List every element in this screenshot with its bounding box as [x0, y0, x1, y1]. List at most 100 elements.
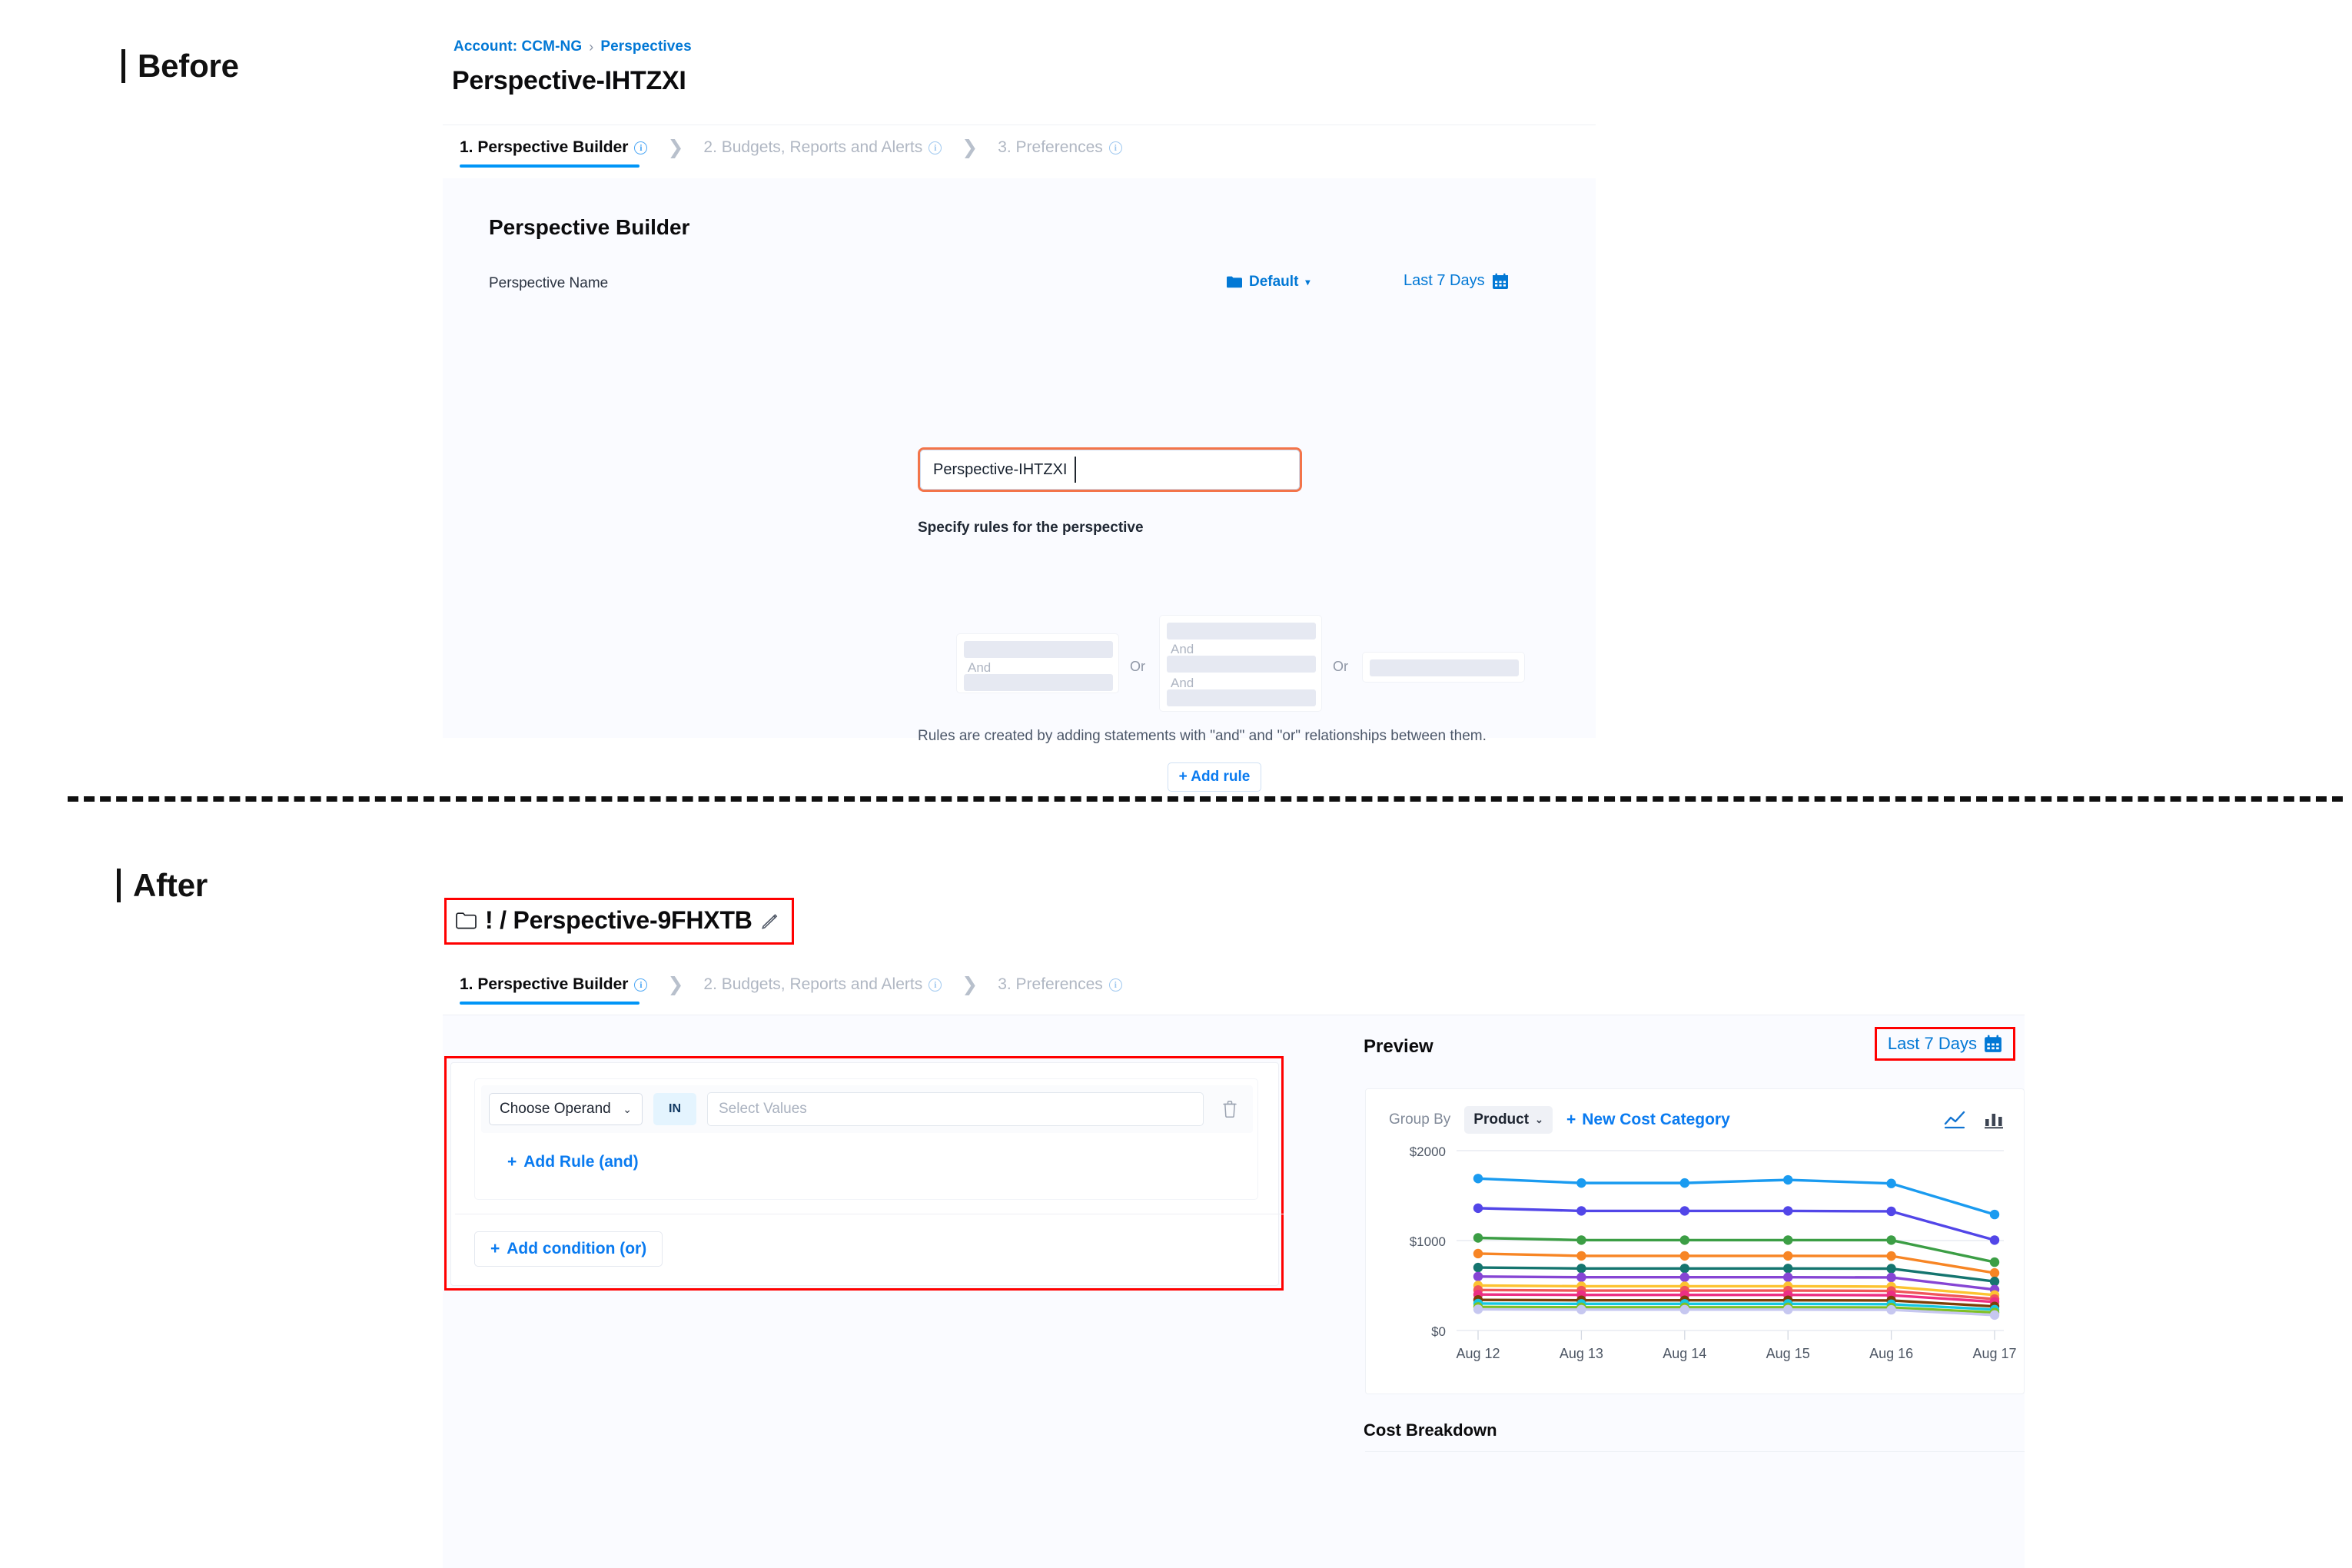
- chart-data-point[interactable]: [1679, 1264, 1689, 1274]
- chart-data-point[interactable]: [1886, 1235, 1896, 1245]
- chart-data-point[interactable]: [1886, 1304, 1896, 1315]
- chart-data-point[interactable]: [1473, 1271, 1483, 1281]
- chart-data-point[interactable]: [1783, 1235, 1793, 1245]
- add-rule-and-button[interactable]: + Add Rule (and): [507, 1153, 639, 1171]
- info-icon[interactable]: i: [1108, 978, 1122, 992]
- tab-preferences[interactable]: 3. Preferences i: [998, 975, 1122, 1005]
- breadcrumb-perspectives[interactable]: Perspectives: [600, 38, 692, 55]
- breadcrumb-account[interactable]: Account: CCM-NG: [453, 38, 583, 55]
- chart-data-point[interactable]: [1783, 1251, 1793, 1261]
- chart-data-point[interactable]: [1576, 1251, 1586, 1261]
- chart-data-point[interactable]: [1989, 1209, 2000, 1220]
- y-axis-tick-label: $1000: [1410, 1234, 1446, 1249]
- info-icon[interactable]: i: [929, 141, 942, 154]
- pencil-icon[interactable]: [761, 912, 778, 929]
- chart-data-point[interactable]: [1989, 1310, 2000, 1321]
- operand-select[interactable]: Choose Operand ⌄: [489, 1093, 643, 1125]
- specify-rules-label: Specify rules for the perspective: [918, 520, 1144, 536]
- chart-data-point[interactable]: [1989, 1257, 2000, 1267]
- chart-series-line: [1477, 1302, 1996, 1311]
- chart-data-point[interactable]: [1576, 1272, 1586, 1282]
- folder-icon: [456, 912, 477, 929]
- folder-default-label: Default: [1249, 274, 1299, 290]
- chart-data-point[interactable]: [1886, 1272, 1896, 1283]
- x-axis-tick-label: Aug 16: [1869, 1346, 1913, 1361]
- chart-data-point[interactable]: [1783, 1206, 1793, 1216]
- date-range-label: Last 7 Days: [1404, 272, 1485, 289]
- chart-data-point[interactable]: [1473, 1304, 1483, 1314]
- chart-data-point[interactable]: [1886, 1251, 1896, 1261]
- date-range-selector[interactable]: Last 7 Days: [1404, 272, 1509, 290]
- chart-data-point[interactable]: [1576, 1304, 1586, 1315]
- new-cost-category-label: New Cost Category: [1582, 1111, 1730, 1128]
- y-axis-tick-label: $2000: [1410, 1144, 1446, 1159]
- chart-data-point[interactable]: [1679, 1304, 1689, 1315]
- group-by-label: Group By: [1389, 1111, 1451, 1128]
- tab-label: 3. Preferences: [998, 975, 1103, 993]
- info-icon[interactable]: i: [1108, 141, 1122, 154]
- chart-data-point[interactable]: [1679, 1251, 1689, 1261]
- chart-data-point[interactable]: [1679, 1206, 1689, 1216]
- chart-data-point[interactable]: [1886, 1264, 1896, 1274]
- tab-budgets-reports-alerts[interactable]: 2. Budgets, Reports and Alerts i: [703, 975, 942, 1005]
- date-range-highlight[interactable]: Last 7 Days: [1874, 1027, 2015, 1061]
- chart-data-point[interactable]: [1886, 1206, 1896, 1217]
- chart-series-line: [1477, 1298, 1996, 1308]
- select-values-input[interactable]: [707, 1092, 1204, 1126]
- plus-icon: +: [507, 1153, 517, 1171]
- chart-data-point[interactable]: [1679, 1178, 1689, 1188]
- bar-chart-icon[interactable]: [1984, 1111, 2004, 1129]
- group-by-select[interactable]: Product ⌄: [1464, 1106, 1553, 1134]
- tab-label: 3. Preferences: [998, 138, 1103, 156]
- chart-data-point[interactable]: [1576, 1235, 1586, 1245]
- chart-series-line: [1477, 1236, 1996, 1264]
- tab-active-underline: [460, 1002, 640, 1005]
- chart-data-point[interactable]: [1783, 1264, 1793, 1274]
- info-icon[interactable]: i: [634, 141, 648, 154]
- tab-preferences[interactable]: 3. Preferences i: [998, 138, 1122, 168]
- x-axis-tick-label: Aug 14: [1663, 1346, 1706, 1361]
- info-icon[interactable]: i: [634, 978, 648, 992]
- operator-in-badge[interactable]: IN: [653, 1093, 696, 1125]
- chart-data-point[interactable]: [1679, 1272, 1689, 1282]
- add-condition-or-button[interactable]: + Add condition (or): [474, 1231, 663, 1267]
- chart-data-point[interactable]: [1989, 1277, 2000, 1287]
- chart-series-line: [1477, 1252, 1996, 1274]
- new-cost-category-button[interactable]: + New Cost Category: [1566, 1111, 1730, 1129]
- preview-chart-card: Group By Product ⌄ + New Cost Category: [1365, 1088, 2025, 1394]
- chart-data-point[interactable]: [1679, 1235, 1689, 1245]
- perspective-name-input[interactable]: [920, 450, 1300, 490]
- chart-data-point[interactable]: [1473, 1262, 1483, 1273]
- chart-data-point[interactable]: [1989, 1267, 2000, 1278]
- x-axis-tick-label: Aug 15: [1766, 1346, 1810, 1361]
- chart-data-point[interactable]: [1473, 1233, 1483, 1243]
- tab-budgets-reports-alerts[interactable]: 2. Budgets, Reports and Alerts i: [703, 138, 942, 168]
- chart-data-point[interactable]: [1783, 1174, 1793, 1185]
- add-rule-button[interactable]: + Add rule: [1168, 762, 1261, 792]
- line-chart-icon[interactable]: [1944, 1111, 1965, 1129]
- delete-rule-button[interactable]: [1214, 1092, 1245, 1126]
- tab-perspective-builder[interactable]: 1. Perspective Builder i: [460, 138, 648, 168]
- x-axis-tick-label: Aug 12: [1456, 1346, 1500, 1361]
- chart-data-point[interactable]: [1473, 1203, 1483, 1214]
- before-body: Perspective Builder Perspective Name Def…: [443, 178, 1596, 792]
- chart-data-point[interactable]: [1473, 1174, 1483, 1184]
- skeleton-rule-group: And And: [1159, 615, 1322, 712]
- chart-data-point[interactable]: [1989, 1235, 2000, 1245]
- chart-data-point[interactable]: [1473, 1248, 1483, 1259]
- tab-perspective-builder[interactable]: 1. Perspective Builder i: [460, 975, 648, 1005]
- text-cursor: [1075, 457, 1076, 483]
- chart-data-point[interactable]: [1886, 1178, 1896, 1188]
- info-icon[interactable]: i: [929, 978, 942, 992]
- folder-default-selector[interactable]: Default ▾: [1227, 274, 1310, 291]
- chart-data-point[interactable]: [1783, 1272, 1793, 1282]
- chart-data-point[interactable]: [1576, 1206, 1586, 1216]
- skeleton-or-label: Or: [1333, 659, 1348, 674]
- chart-data-point[interactable]: [1576, 1178, 1586, 1188]
- chart-data-point[interactable]: [1576, 1264, 1586, 1274]
- cost-trend-line-chart: $0 $1000 $2000 Aug 12 Aug 13 Aug 14 Aug 15 Aug …: [1410, 1144, 2017, 1361]
- chart-data-point[interactable]: [1783, 1304, 1793, 1315]
- skeleton-rule-group: And: [956, 633, 1119, 693]
- chart-series-line: [1477, 1275, 1996, 1291]
